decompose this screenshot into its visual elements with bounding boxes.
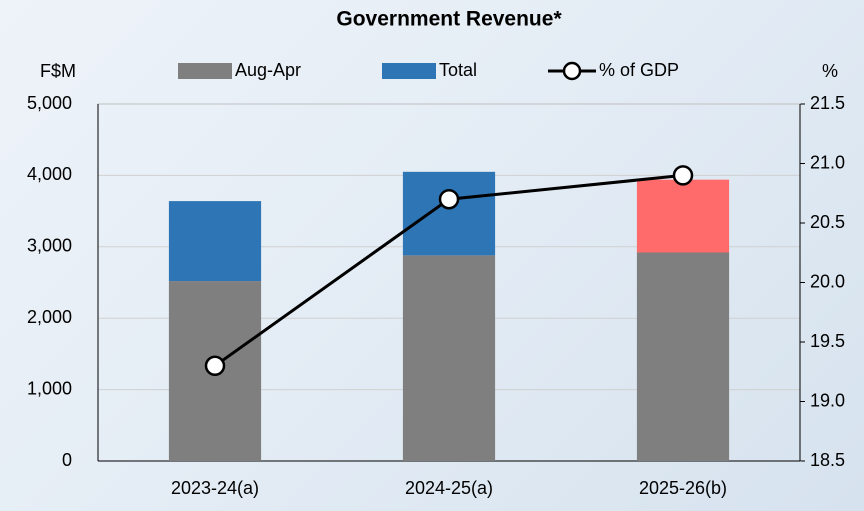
line-marker (674, 166, 692, 184)
chart: Government Revenue* F$M % 0 1,000 2,000 3,0… (0, 0, 864, 511)
legend-swatch (178, 63, 232, 79)
chart-title: Government Revenue* (336, 8, 562, 31)
line-marker (440, 190, 458, 208)
legend-label: Total (439, 60, 477, 80)
y2-tick-label: 18.5 (810, 450, 845, 470)
legend-swatch (382, 63, 436, 79)
x-tick-label: 2023-24(a) (171, 478, 259, 498)
y2-tick-label: 21.5 (810, 93, 845, 113)
y2-tick-label: 20.0 (810, 271, 845, 291)
y2-tick-label: 20.5 (810, 212, 845, 232)
legend-label: Aug-Apr (235, 60, 301, 80)
bar (637, 253, 729, 461)
x-tick-label: 2024-25(a) (405, 478, 493, 498)
x-tick-label: 2025-26(b) (639, 478, 727, 498)
y2-axis-title: % (822, 61, 838, 81)
y-tick-label: 5,000 (27, 93, 72, 113)
y2-tick-label: 19.5 (810, 331, 845, 351)
line-marker (206, 357, 224, 375)
bar (637, 180, 729, 253)
y-tick-label: 3,000 (27, 236, 72, 256)
y-tick-label: 2,000 (27, 307, 72, 327)
y-tick-label: 1,000 (27, 378, 72, 398)
page: {"chart_data": {"type": "bar-line", "tit… (0, 0, 864, 511)
legend-label: % of GDP (599, 60, 679, 80)
y-tick-label: 0 (62, 450, 72, 470)
y2-tick-label: 21.0 (810, 152, 845, 172)
bar (403, 255, 495, 461)
bar (169, 201, 261, 281)
legend-marker (564, 63, 580, 79)
bar (403, 172, 495, 256)
y-tick-label: 4,000 (27, 164, 72, 184)
y-axis-title: F$M (40, 61, 76, 81)
y2-tick-label: 19.0 (810, 390, 845, 410)
